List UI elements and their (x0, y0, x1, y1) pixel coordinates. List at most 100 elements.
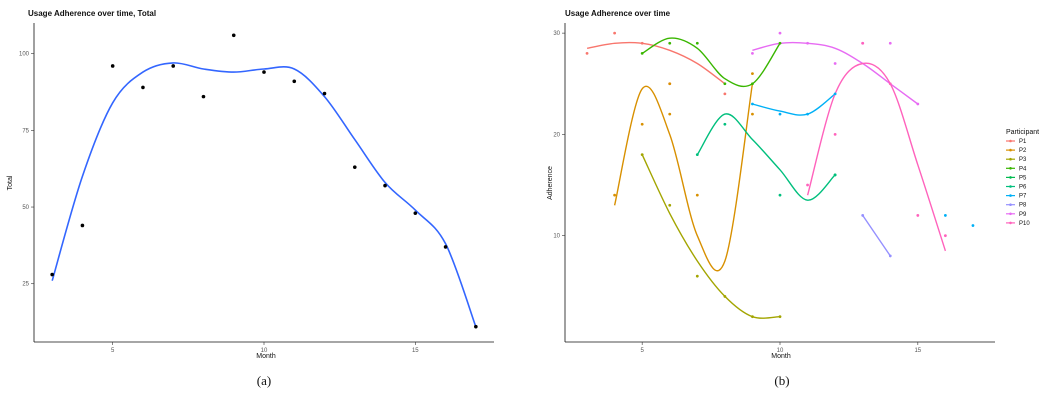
data-point (110, 64, 115, 68)
x-tick-label: 5 (111, 348, 115, 354)
data-point (292, 79, 297, 84)
data-point-p7 (943, 214, 947, 217)
data-point-p4 (723, 82, 727, 86)
data-point (50, 272, 54, 277)
data-point-p1 (723, 92, 727, 96)
y-tick-label: 100 (19, 52, 30, 58)
data-point (80, 223, 85, 228)
data-point-p4 (640, 51, 644, 55)
y-tick-label: 10 (553, 234, 560, 240)
panel-a-caption: (a) (257, 373, 271, 388)
series-line-p1 (586, 41, 726, 85)
panel-b: Usage Adherence over time 10 20 30 5 10 15 M… (547, 9, 1039, 388)
data-point-p7 (778, 112, 782, 116)
series-line-p2 (613, 83, 754, 272)
data-point-p10 (888, 82, 892, 86)
data-point-p4 (751, 82, 754, 86)
x-tick-label: 15 (914, 348, 921, 354)
legend-label-p2: P2 (1019, 148, 1027, 154)
data-point (171, 64, 176, 68)
legend-dot-p8 (1009, 203, 1012, 206)
data-point-p3 (668, 203, 672, 207)
data-point-p9 (916, 102, 920, 106)
data-point-p2 (613, 193, 617, 197)
y-tick-label: 25 (22, 282, 29, 288)
series-line-p7 (752, 93, 836, 116)
x-tick-label: 5 (641, 348, 645, 354)
panel-a-smooth-line (51, 62, 477, 327)
legend-dot-p4 (1009, 167, 1012, 170)
legend-label-p3: P3 (1019, 157, 1027, 163)
legend-label-p4: P4 (1019, 166, 1027, 172)
data-point-p10 (861, 41, 865, 45)
data-point-p2 (668, 112, 672, 116)
data-point-p3 (695, 274, 699, 278)
legend-dot-p2 (1009, 148, 1012, 152)
data-point-p3 (640, 153, 644, 157)
series-line-p4 (641, 37, 781, 88)
data-point-p2 (751, 72, 754, 76)
data-point (383, 183, 387, 188)
data-point-p9 (833, 62, 837, 65)
series-line-p10 (806, 62, 947, 252)
data-point-p8 (861, 214, 865, 217)
legend-dot-p9 (1009, 212, 1012, 216)
data-point-p2 (695, 193, 699, 197)
data-point-p10 (833, 132, 837, 136)
x-tick-label: 15 (412, 348, 419, 354)
legend-dot-p6 (1009, 185, 1012, 188)
y-tick-label: 20 (553, 132, 560, 138)
legend-label-p6: P6 (1019, 185, 1027, 191)
data-point-p9 (888, 41, 892, 45)
legend: P1 P2 P3 P4 P5 P6 P7 P8 P9 P10 (1006, 139, 1030, 227)
panel-b-title: Usage Adherence over time (565, 9, 671, 18)
panel-a-y-label: Total (7, 175, 14, 190)
series-line-p8 (862, 215, 891, 257)
legend-dot-p7 (1009, 194, 1012, 197)
data-point (443, 245, 448, 249)
data-point (474, 324, 478, 329)
data-point-p10 (806, 183, 809, 187)
data-point-p7 (806, 112, 809, 116)
data-point-p3 (778, 315, 782, 319)
panel-b-caption: (b) (774, 373, 789, 388)
legend-label-p8: P8 (1019, 203, 1027, 209)
legend-label-p9: P9 (1019, 212, 1027, 218)
data-point-p1 (585, 51, 589, 55)
data-point-p7 (833, 92, 837, 96)
y-tick-label: 30 (553, 31, 560, 37)
x-tick-label: 10 (261, 348, 268, 354)
data-point-p7 (751, 102, 754, 106)
legend-dot-p5 (1009, 176, 1012, 179)
data-point-p4 (778, 41, 782, 45)
y-tick-label: 75 (22, 128, 29, 134)
panel-b-x-label: Month (771, 353, 791, 360)
legend-title: Participant (1006, 129, 1039, 136)
data-point-p4 (695, 41, 699, 45)
legend-dot-p10 (1009, 221, 1012, 225)
series-line-p3 (641, 154, 781, 319)
legend-dot-p1 (1009, 139, 1012, 143)
legend-label-p10: P10 (1019, 221, 1030, 227)
data-point-p3 (751, 315, 754, 319)
data-point-p9 (778, 31, 782, 35)
panel-a-x-label: Month (256, 353, 276, 360)
panel-a-title: Usage Adherence over time, Total (28, 9, 156, 18)
y-tick-label: 50 (22, 205, 29, 211)
legend-dot-p3 (1009, 157, 1012, 161)
data-point-p10 (943, 234, 947, 238)
data-point-p2 (640, 122, 644, 126)
data-point-p9 (751, 51, 754, 55)
legend-label-p1: P1 (1019, 139, 1027, 145)
data-point-p8 (888, 254, 892, 258)
x-tick-label: 10 (777, 348, 784, 354)
data-point (352, 165, 357, 169)
data-point (141, 85, 145, 90)
data-point-p3 (723, 295, 727, 298)
data-point (413, 211, 418, 215)
data-point (201, 94, 206, 99)
data-point-p10 (916, 214, 920, 217)
data-point-p6 (695, 153, 699, 157)
legend-label-p5: P5 (1019, 175, 1027, 181)
